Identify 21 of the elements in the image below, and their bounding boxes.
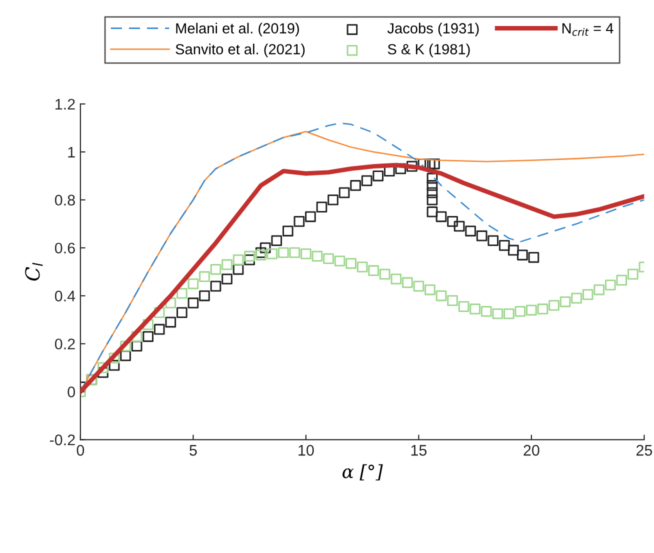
- y-tick-label: 0.4: [54, 290, 76, 302]
- x-axis-title: α [°]: [342, 464, 383, 480]
- y-tick-label: 0.8: [54, 194, 75, 206]
- y-tick-label: -0.2: [50, 434, 75, 446]
- x-tick-label: 5: [190, 445, 197, 456]
- legend-label: Jacobs (1931): [387, 22, 479, 36]
- y-tick-label: 0.6: [54, 242, 75, 254]
- y-tick-label: 1: [68, 146, 75, 158]
- legend-label: S & K (1981): [388, 44, 470, 58]
- legend-label: Melani et al. (2019): [176, 22, 299, 36]
- x-tick-label: 10: [298, 444, 314, 456]
- y-tick-label: 0: [68, 386, 75, 398]
- legend-label: Sanvito et al. (2021): [176, 44, 305, 58]
- x-tick-label: 15: [411, 445, 427, 456]
- x-tick-label: 0: [76, 444, 84, 456]
- x-tick-label: 20: [524, 444, 540, 456]
- x-tick-label: 25: [636, 444, 652, 456]
- y-axis-title: C$_{l}$: [25, 262, 43, 281]
- y-tick-label: 0.2: [54, 338, 75, 350]
- y-tick-label: 1.2: [56, 98, 75, 110]
- legend-label: N$_{crit}$ = 4: [562, 23, 614, 36]
